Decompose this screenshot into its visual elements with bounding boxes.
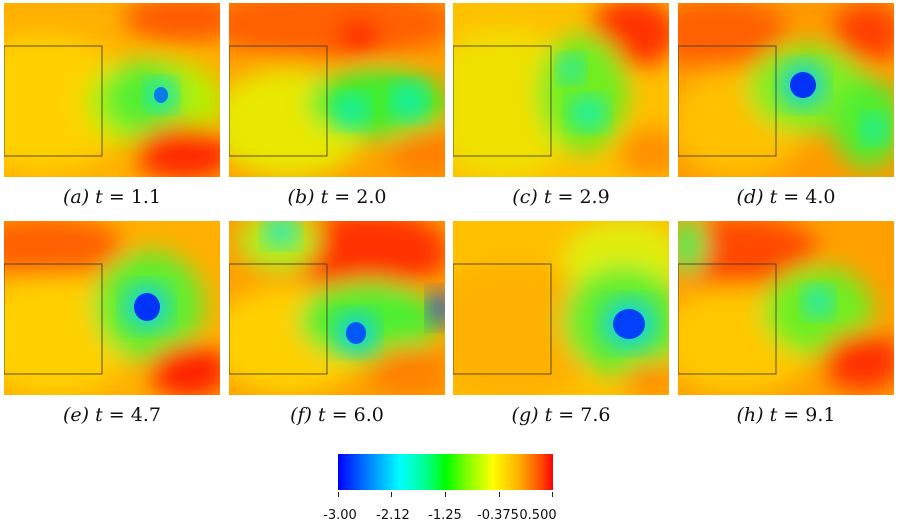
colorbar-tick [552,492,553,497]
colorbar-tick-label: 0.500 [519,508,557,523]
caption-f: (f) t = 6.0 [290,404,384,426]
field-plot-d [678,3,894,177]
panel-f [229,221,445,395]
colorbar-tick-label: -2.12 [376,508,410,523]
field-plot-c [453,3,669,177]
caption-c: (c) t = 2.9 [512,186,610,208]
field-plot-b [229,3,445,177]
panel-a [4,3,220,177]
caption-a: (a) t = 1.1 [62,186,162,208]
colorbar-tick-label: -0.375 [477,508,519,523]
colorbar-tick-label: -1.25 [428,508,462,523]
caption-g: (g) t = 7.6 [511,404,611,426]
caption-d: (d) t = 4.0 [736,186,836,208]
field-plot-g [453,221,669,395]
colorbar-tick-label: -3.00 [323,508,357,523]
panel-h [678,221,894,395]
panel-b [229,3,445,177]
caption-e: (e) t = 4.7 [63,404,161,426]
colorbar-tick [445,492,446,497]
field-plot-f [229,221,445,395]
panel-g [453,221,669,395]
panel-c [453,3,669,177]
panel-d [678,3,894,177]
colorbar-tick [391,492,392,497]
caption-h: (h) t = 9.1 [736,404,836,426]
colorbar-legend: -3.00 -2.12 -1.25 -0.375 0.500 [323,454,557,528]
field-plot-a [4,3,220,177]
field-plot-e [4,221,220,395]
colorbar-tick [499,492,500,497]
colorbar-tick [338,492,339,497]
panel-e [4,221,220,395]
colorbar-gradient [338,454,553,490]
caption-b: (b) t = 2.0 [287,186,387,208]
field-plot-h [678,221,894,395]
